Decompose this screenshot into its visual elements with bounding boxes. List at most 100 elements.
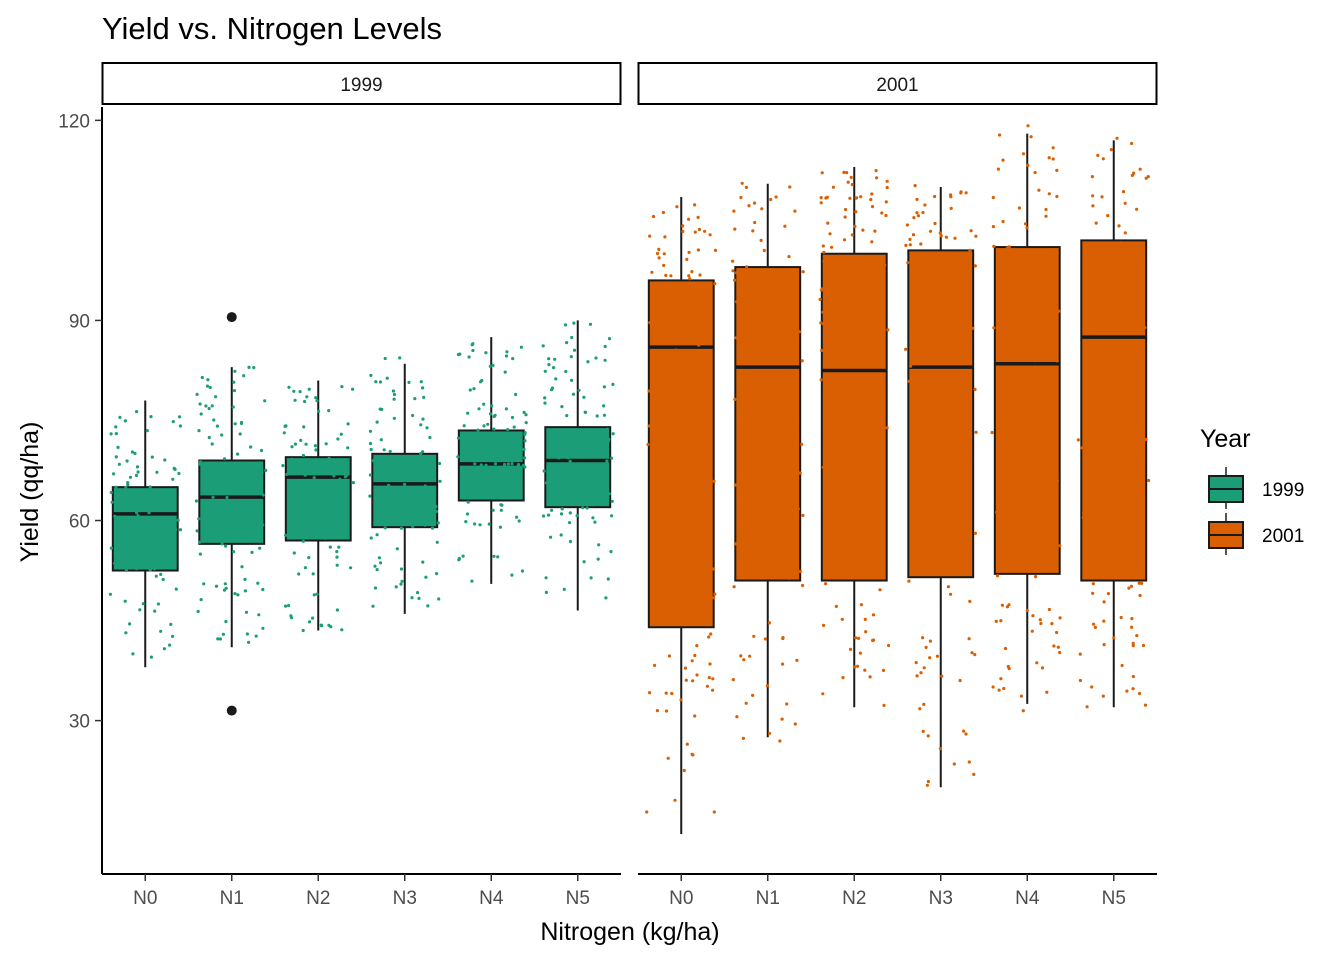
jitter-point [308,463,312,467]
jitter-point [921,210,925,215]
jitter-point [416,591,420,595]
jitter-point [292,551,296,555]
jitter-point [878,588,882,592]
jitter-point [1084,319,1088,323]
jitter-point [751,229,755,233]
jitter-point [218,637,222,641]
jitter-point [708,591,712,595]
jitter-point [112,472,116,476]
jitter-point [437,597,441,601]
jitter-point [919,452,924,456]
jitter-point [145,519,149,523]
jitter-point [928,229,933,233]
jitter-point [124,631,128,635]
jitter-point [801,513,805,518]
jitter-point [733,278,737,282]
jitter-point [368,441,373,446]
jitter-point [114,455,118,459]
jitter-point [547,363,551,367]
jitter-point [760,207,764,211]
jitter-point [1040,375,1044,379]
jitter-point [304,442,308,446]
jitter-point [850,233,855,237]
jitter-point [967,336,971,341]
jitter-point [419,380,423,384]
jitter-point [1030,290,1034,294]
jitter-point [695,644,699,648]
jitter-point [1110,364,1114,368]
jitter-point [148,568,152,572]
jitter-point [302,425,306,429]
legend-label: 2001 [1262,526,1304,547]
jitter-point [369,447,373,452]
x-tick-label: N1 [756,888,780,909]
jitter-point [1047,156,1051,160]
jitter-point [707,635,711,639]
jitter-point [880,211,884,215]
jitter-point [821,244,825,248]
jitter-point [149,415,153,419]
jitter-point [926,734,930,738]
jitter-point [208,462,212,466]
jitter-point [1005,246,1010,250]
jitter-point [915,211,919,215]
jitter-point [746,273,751,277]
jitter-point [874,169,878,173]
jitter-point [922,297,926,301]
jitter-point [779,441,783,445]
jitter-point [232,389,237,393]
jitter-point [1055,479,1059,483]
jitter-point [496,555,500,559]
jitter-point [778,739,782,743]
jitter-point [939,234,943,238]
jitter-point [734,483,738,487]
jitter-point [997,688,1001,692]
jitter-point [565,479,569,483]
jitter-point [676,340,680,345]
jitter-point [1026,569,1031,573]
jitter-point [212,418,216,422]
jitter-point [875,176,879,180]
jitter-point [949,206,953,210]
jitter-point [339,472,343,476]
jitter-point [713,248,718,252]
jitter-point [1047,366,1052,371]
jitter-point [233,369,237,373]
jitter-point [519,345,524,349]
x-tick-label: N5 [1102,888,1126,909]
jitter-point [218,509,222,513]
jitter-point [394,585,398,589]
jitter-point [255,515,259,519]
jitter-point [572,321,576,325]
jitter-point [970,651,974,655]
jitter-point [109,546,113,550]
jitter-point [594,356,598,360]
jitter-point [1110,376,1114,380]
jitter-point [952,480,956,484]
jitter-point [301,453,306,458]
jitter-point [113,514,117,518]
jitter-point [1141,407,1145,411]
jitter-point [603,358,607,362]
jitter-point [914,572,918,576]
jitter-point [488,364,492,368]
jitter-point [1140,581,1144,586]
jitter-point [424,471,428,475]
jitter-point [745,265,749,269]
jitter-point [854,264,858,268]
jitter-point [662,263,666,267]
jitter-point [774,328,778,332]
jitter-point [967,637,971,641]
jitter-point [127,493,132,498]
jitter-point [568,521,572,525]
jitter-point [249,445,253,449]
jitter-point [925,783,930,787]
jitter-point [662,252,666,256]
jitter-point [912,377,916,381]
jitter-point [855,196,859,200]
jitter-point [196,609,200,614]
jitter-point [571,392,576,396]
jitter-point [139,517,144,521]
jitter-point [1143,703,1148,707]
